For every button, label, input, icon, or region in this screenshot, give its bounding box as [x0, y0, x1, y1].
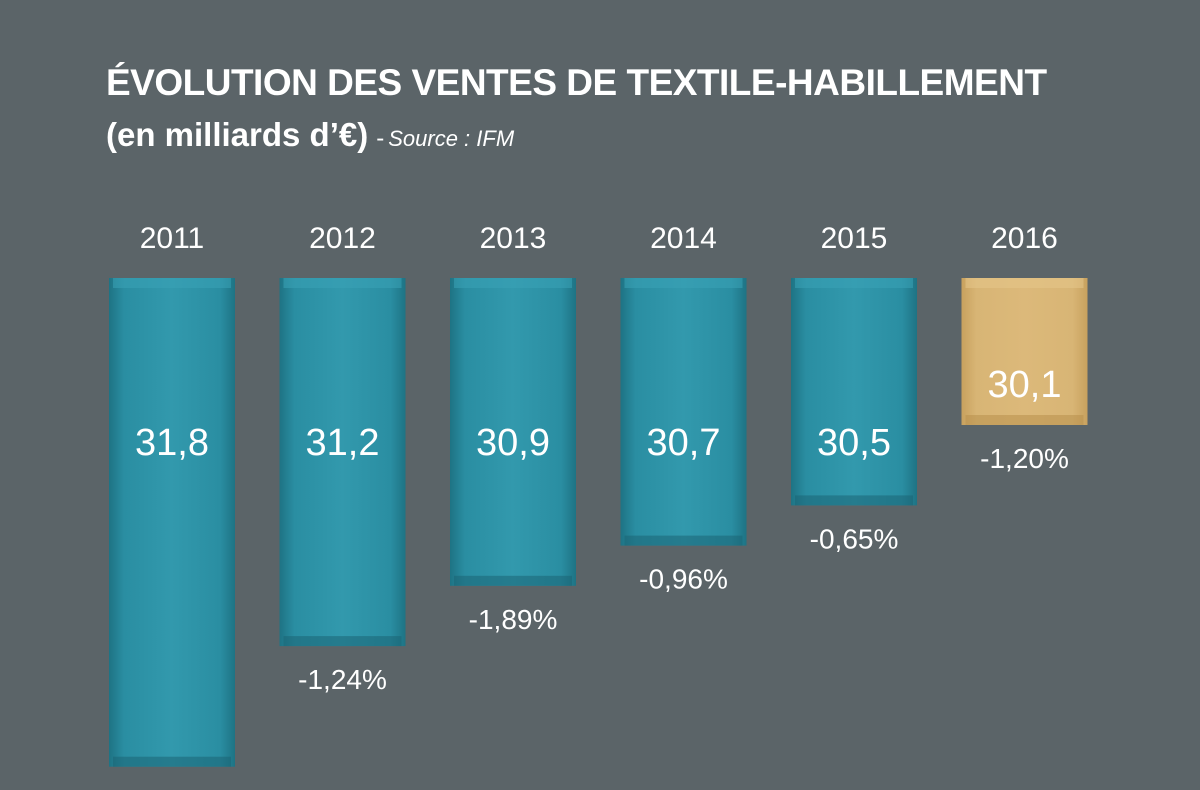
bar-2012 — [279, 278, 406, 647]
bar-bevel-top — [113, 278, 231, 288]
change-label-2014: -0,96% — [639, 564, 728, 595]
source-label: Source : IFM — [388, 126, 515, 151]
bar-rect — [279, 278, 406, 647]
change-label-2011: -0,40% — [128, 785, 217, 790]
bar-bevel-top — [624, 278, 743, 288]
value-label-2014: 30,7 — [647, 422, 721, 464]
value-label-2013: 30,9 — [476, 422, 550, 464]
value-label-2016: 30,1 — [988, 364, 1062, 406]
chart-title: ÉVOLUTION DES VENTES DE TEXTILE-HABILLEM… — [106, 62, 1047, 103]
bar-rect — [791, 278, 917, 506]
bar-bevel-top — [283, 278, 402, 288]
year-label-2016: 2016 — [991, 222, 1058, 255]
bar-2014 — [620, 278, 747, 546]
value-label-2011: 31,8 — [135, 422, 209, 464]
bar-bevel-bottom — [965, 415, 1084, 425]
year-label-2015: 2015 — [821, 222, 888, 255]
bar-bevel-bottom — [454, 575, 572, 586]
bar-rect — [961, 278, 1088, 425]
bar-bevel-bottom — [283, 636, 402, 647]
bar-bevel-bottom — [795, 495, 913, 506]
year-label-2014: 2014 — [650, 222, 717, 255]
bar-bevel-bottom — [113, 756, 231, 767]
value-label-2012: 31,2 — [306, 422, 380, 464]
change-label-2013: -1,89% — [469, 604, 558, 635]
year-label-2012: 2012 — [309, 222, 376, 255]
subtitle-dash: - — [376, 125, 385, 152]
change-label-2015: -0,65% — [810, 523, 899, 554]
bar-rect — [450, 278, 576, 586]
unit-label: (en milliards d’€) — [106, 116, 369, 153]
value-label-2015: 30,5 — [817, 422, 891, 464]
bar-bevel-top — [454, 278, 572, 288]
change-label-2016: -1,20% — [980, 443, 1069, 474]
change-label-2012: -1,24% — [298, 664, 387, 695]
bar-2011 — [109, 278, 235, 767]
chart-subtitle: (en milliards d’€) - Source : IFM — [106, 116, 514, 154]
bar-rect — [620, 278, 747, 546]
bar-bevel-top — [795, 278, 913, 288]
bar-2013 — [450, 278, 576, 586]
bar-bevel-top — [965, 278, 1084, 288]
year-label-2013: 2013 — [480, 222, 547, 255]
bar-2015 — [791, 278, 917, 506]
year-label-2011: 2011 — [140, 222, 205, 255]
bar-rect — [109, 278, 235, 767]
bar-2016 — [961, 278, 1088, 425]
bar-bevel-bottom — [624, 535, 743, 546]
